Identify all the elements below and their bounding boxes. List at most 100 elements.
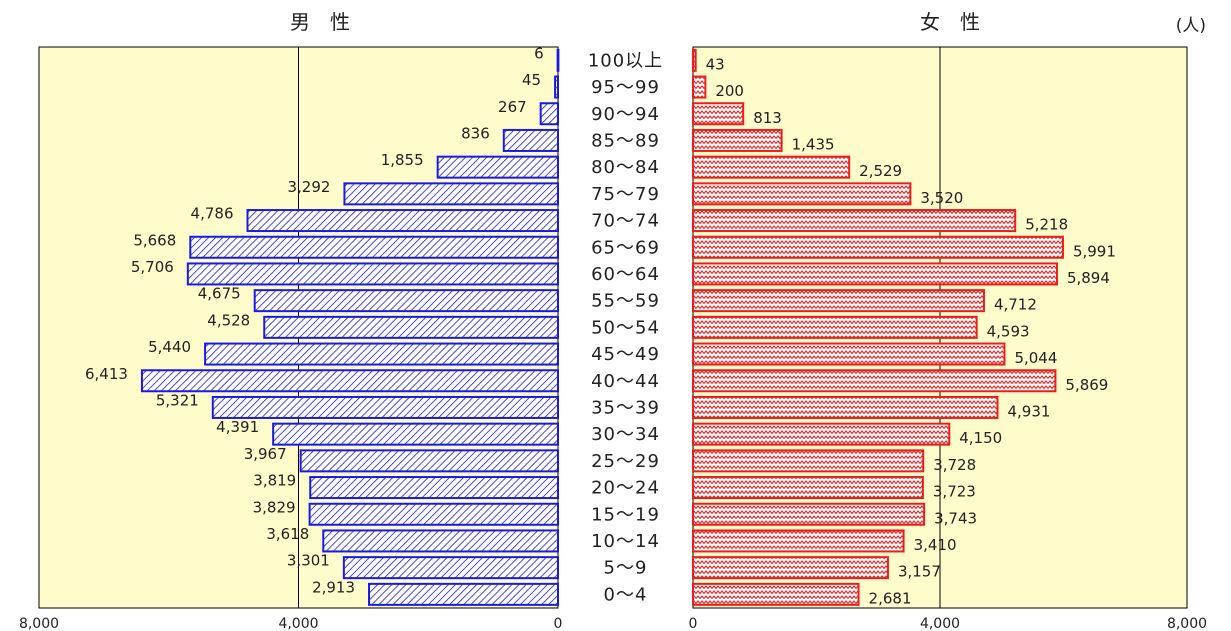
female-value-label: 4,150 — [959, 429, 1002, 447]
female-bar — [692, 476, 924, 500]
male-value-label: 6 — [534, 44, 544, 62]
male-value-label: 5,706 — [131, 258, 174, 276]
male-axis-tick: 8,000 — [19, 616, 59, 631]
male-value-label: 45 — [522, 71, 541, 89]
female-value-label: 3,728 — [933, 456, 976, 474]
female-bar — [692, 262, 1058, 286]
female-bar — [692, 369, 1057, 393]
male-value-label: 2,913 — [312, 578, 355, 596]
male-bar — [343, 182, 559, 206]
age-group-label: 95〜99 — [591, 77, 660, 98]
female-value-label: 3,723 — [933, 483, 976, 501]
age-group-label: 60〜64 — [591, 264, 660, 285]
male-axis-tick: 0 — [554, 616, 563, 631]
female-bar — [692, 395, 999, 419]
male-bar — [342, 556, 559, 580]
male-value-label: 836 — [461, 124, 490, 142]
female-value-label: 2,529 — [859, 162, 902, 180]
male-bar — [272, 422, 559, 446]
age-group-label: 80〜84 — [591, 157, 660, 178]
male-value-label: 5,668 — [133, 231, 176, 249]
female-bar — [692, 235, 1064, 259]
female-axis-tick: 4,000 — [920, 616, 960, 631]
female-value-label: 3,157 — [898, 563, 941, 581]
female-axis-tick: 0 — [689, 616, 698, 631]
female-bar — [692, 582, 860, 606]
female-value-label: 5,894 — [1067, 269, 1110, 287]
female-value-label: 813 — [753, 109, 782, 127]
male-value-label: 6,413 — [85, 365, 128, 383]
male-title: 男 性 — [290, 10, 350, 34]
age-group-label: 35〜39 — [591, 397, 660, 418]
male-bar — [502, 128, 559, 152]
male-value-label: 5,440 — [148, 338, 191, 356]
male-bar — [368, 582, 560, 606]
male-bar — [308, 502, 559, 526]
axis-tick-labels: 8,000 4,000 0 0 4,000 8,000 — [19, 616, 1207, 631]
female-bar — [692, 75, 707, 99]
female-bar — [692, 209, 1017, 233]
male-value-label: 267 — [498, 98, 527, 116]
male-value-label: 3,819 — [253, 472, 296, 490]
female-value-label: 4,712 — [994, 296, 1037, 314]
male-value-label: 3,829 — [253, 498, 296, 516]
female-value-label: 5,991 — [1073, 242, 1116, 260]
female-value-label: 2,681 — [869, 589, 912, 607]
age-group-label: 20〜24 — [591, 478, 660, 499]
female-bar — [692, 182, 912, 206]
female-bar — [692, 342, 1006, 366]
female-axis-tick: 8,000 — [1167, 616, 1207, 631]
age-group-label: 55〜59 — [591, 291, 660, 312]
female-value-label: 4,931 — [1007, 402, 1050, 420]
age-group-label: 100以上 — [588, 50, 663, 71]
age-group-label: 0〜4 — [604, 584, 648, 605]
age-group-label: 90〜94 — [591, 104, 660, 125]
male-bar — [186, 262, 560, 286]
male-bar — [322, 529, 559, 553]
unit-label: (人) — [1176, 16, 1206, 36]
female-bar — [692, 315, 978, 339]
male-axis-tick: 4,000 — [278, 616, 318, 631]
male-value-label: 3,292 — [287, 178, 330, 196]
male-value-label: 4,675 — [198, 285, 241, 303]
female-value-label: 3,743 — [934, 509, 977, 527]
female-value-label: 1,435 — [792, 135, 835, 153]
female-value-label: 3,520 — [920, 189, 963, 207]
male-bar — [263, 315, 559, 339]
age-group-label: 30〜34 — [591, 424, 660, 445]
male-value-label: 3,301 — [287, 552, 330, 570]
male-bar — [211, 395, 560, 419]
male-bar — [539, 102, 559, 126]
age-group-label: 5〜9 — [604, 558, 648, 579]
female-bar — [692, 102, 745, 126]
age-group-label: 25〜29 — [591, 451, 660, 472]
male-value-label: 3,618 — [266, 525, 309, 543]
age-group-label: 45〜49 — [591, 344, 660, 365]
female-value-label: 43 — [706, 55, 725, 73]
male-bars — [140, 48, 560, 606]
female-value-label: 200 — [715, 82, 744, 100]
male-bar — [246, 209, 560, 233]
age-group-label: 10〜14 — [591, 531, 660, 552]
female-value-label: 5,218 — [1025, 216, 1068, 234]
male-value-label: 4,528 — [207, 311, 250, 329]
age-group-label: 70〜74 — [591, 211, 660, 232]
age-group-label: 15〜19 — [591, 504, 660, 525]
female-value-label: 4,593 — [987, 322, 1030, 340]
male-bar — [253, 289, 559, 313]
female-value-label: 5,869 — [1065, 376, 1108, 394]
age-group-labels: 100以上 95〜99 90〜94 85〜89 80〜84 75〜79 70〜74 65〜69… — [588, 50, 663, 605]
male-value-label: 1,855 — [381, 151, 424, 169]
value-labels: 6 43 45 200 267 813 836 1,435 1,855 2,529 3,292 3,5… — [85, 44, 1116, 607]
female-value-label: 3,410 — [914, 536, 957, 554]
female-bar — [692, 289, 985, 313]
male-value-label: 3,967 — [244, 445, 287, 463]
female-value-label: 5,044 — [1014, 349, 1057, 367]
age-group-label: 65〜69 — [591, 237, 660, 258]
female-title: 女 性 — [920, 10, 980, 34]
age-group-label: 75〜79 — [591, 184, 660, 205]
male-bar — [436, 155, 559, 179]
female-bar — [692, 529, 905, 553]
female-bar — [692, 556, 889, 580]
